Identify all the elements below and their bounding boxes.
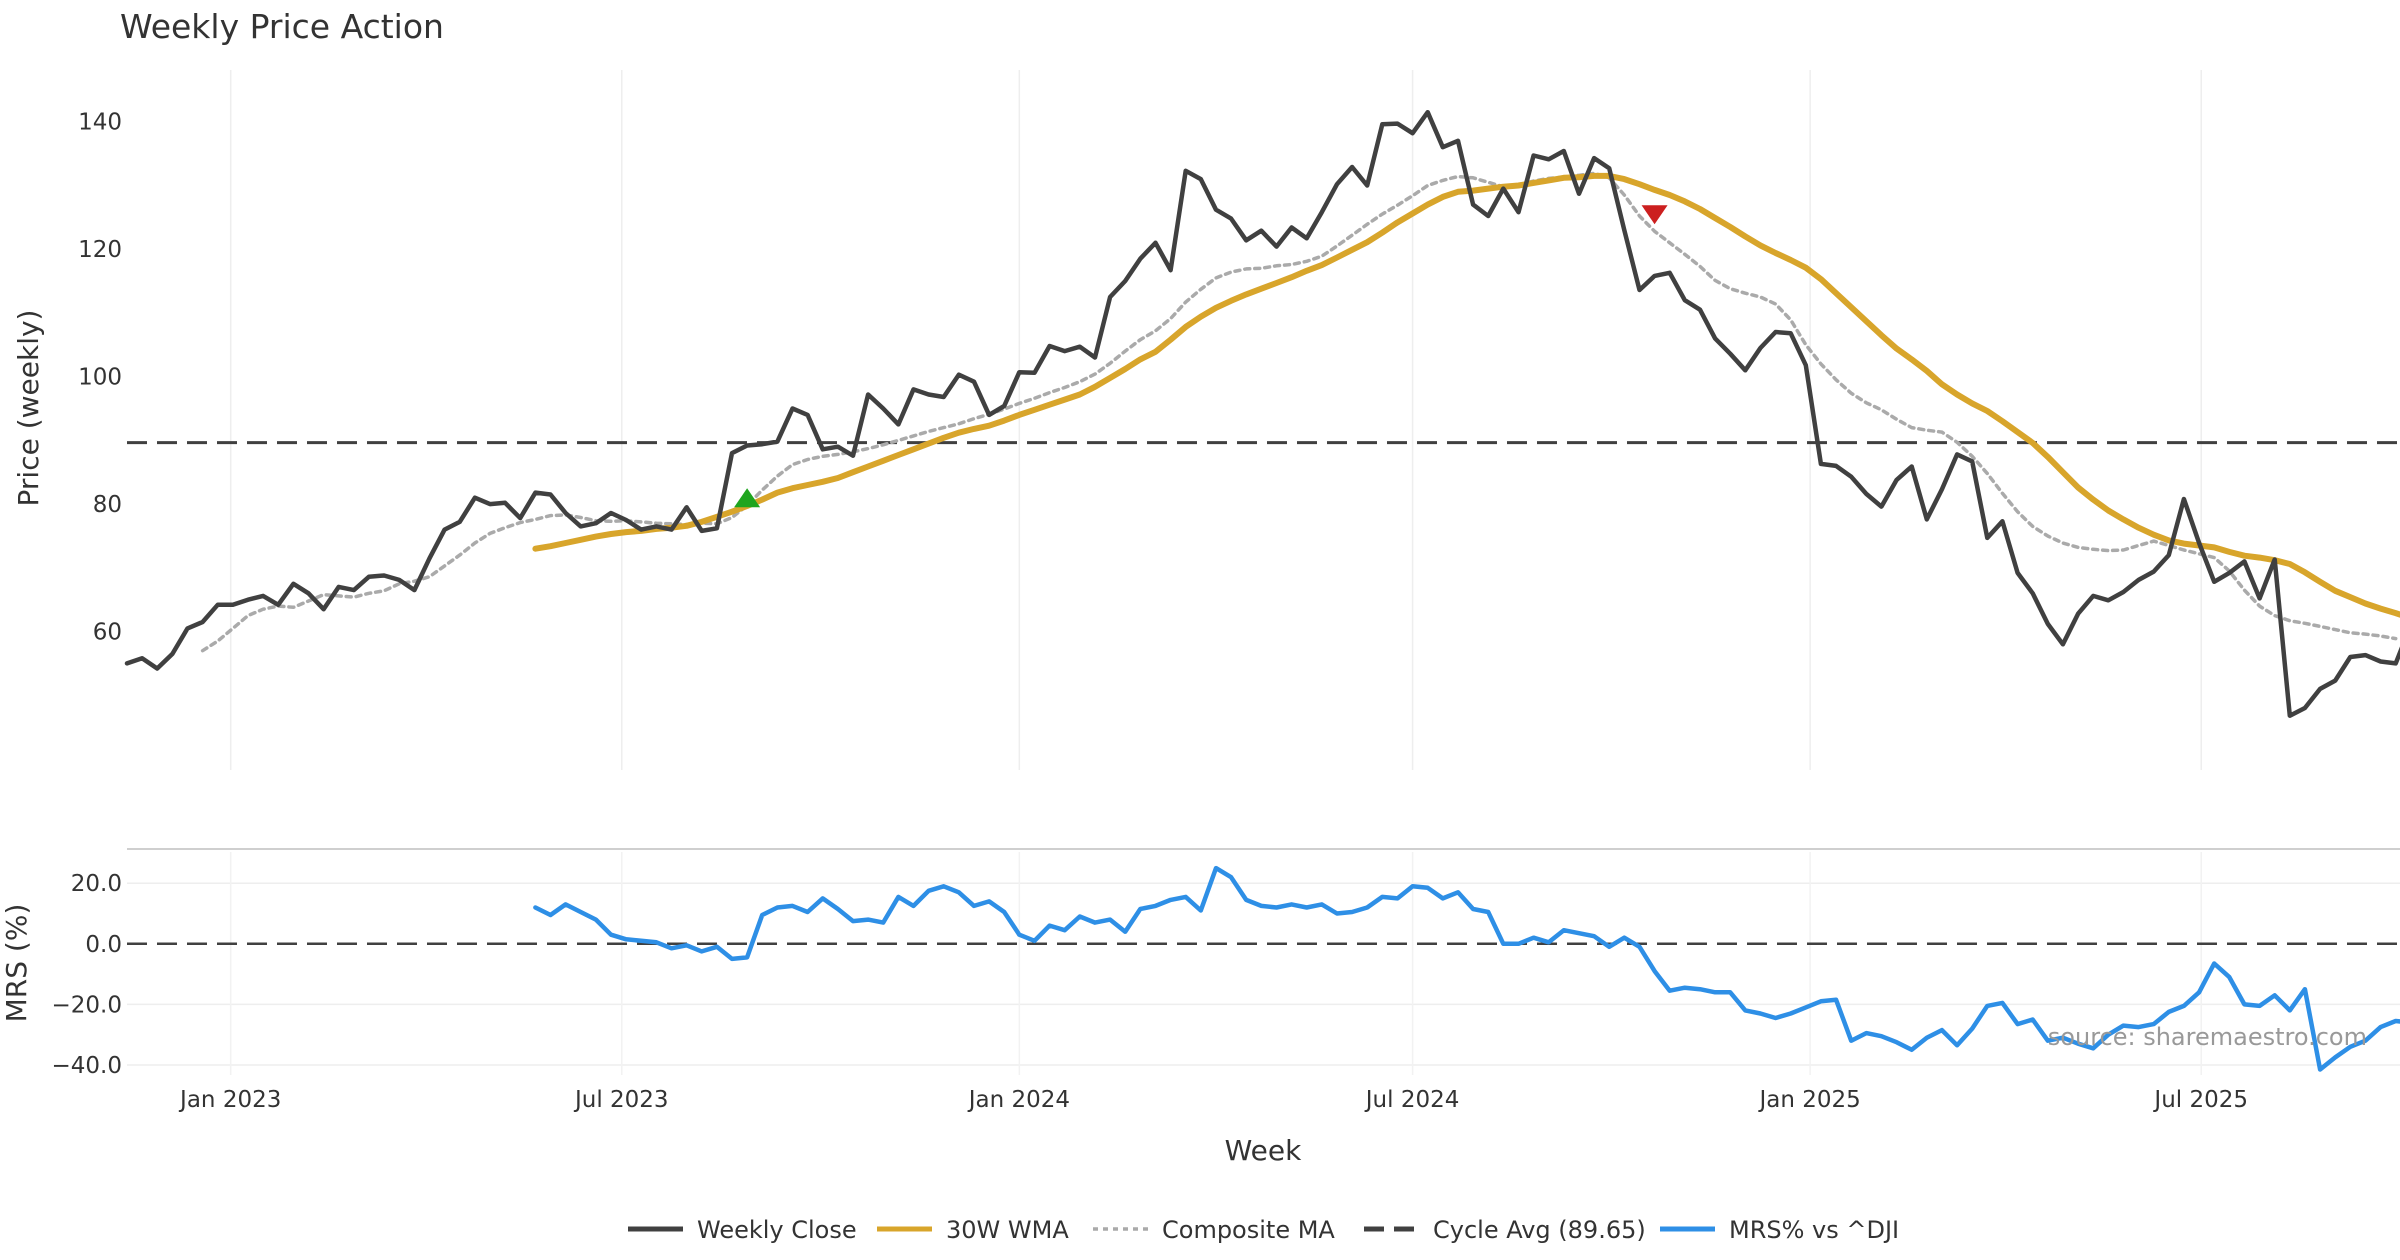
mrs-series — [533, 865, 2400, 1072]
series-weekly-close — [124, 109, 2400, 718]
chart-title: Weekly Price Action — [120, 7, 444, 46]
legend-item-composite-ma: Composite MA — [1093, 1216, 1335, 1244]
legend: Weekly Close 30W WMA Composite MA Cycle Avg… — [628, 1216, 1899, 1244]
series-30w-wma — [532, 172, 2400, 618]
series-mrs-vs-dji — [533, 865, 2400, 1072]
mrs-y-ticks: 20.0 0.0 −20.0 −40.0 — [52, 871, 122, 1079]
legend-item-cycle-avg-89-65: Cycle Avg (89.65) — [1364, 1216, 1646, 1244]
mrs-y-axis-label: MRS (%) — [0, 904, 33, 1023]
price-y-ticks: 60 80 100 120 140 — [78, 110, 122, 646]
x-tick-label-jul-2025: Jul 2025 — [2152, 1087, 2248, 1113]
x-axis-label: Week — [1225, 1134, 1302, 1167]
legend-item-weekly-close: Weekly Close — [628, 1216, 857, 1244]
price-y-tick-80: 80 — [93, 492, 122, 518]
x-axis-ticks: Jan 2023 Jul 2023 Jan 2024 Jul 2024 Jan 2025… — [178, 1087, 2248, 1113]
legend-label: Cycle Avg (89.65) — [1433, 1216, 1646, 1244]
legend-label: 30W WMA — [946, 1216, 1069, 1244]
x-tick-label-jan-2023: Jan 2023 — [178, 1087, 281, 1113]
mrs-y-tick-2: −20.0 — [52, 992, 122, 1018]
legend-label: Composite MA — [1162, 1216, 1335, 1244]
legend-item-30w-wma: 30W WMA — [877, 1216, 1069, 1244]
x-tick-label-jul-2023: Jul 2023 — [573, 1087, 669, 1113]
signal-markers — [734, 205, 1668, 508]
mrs-y-tick-3: −40.0 — [52, 1053, 122, 1079]
price-series — [124, 109, 2400, 718]
sell-triangle-marker — [1641, 205, 1668, 225]
price-y-axis-label: Price (weekly) — [12, 310, 45, 507]
legend-label: Weekly Close — [697, 1216, 857, 1244]
legend-label: MRS% vs ^DJI — [1729, 1216, 1899, 1244]
price-y-tick-140: 140 — [78, 110, 122, 136]
x-tick-label-jan-2024: Jan 2024 — [967, 1087, 1070, 1113]
price-gridlines — [229, 70, 2202, 770]
series-composite-ma — [200, 171, 2398, 653]
mrs-panel: 20.0 0.0 −20.0 −40.0 — [52, 848, 2400, 1079]
buy-triangle-marker — [734, 488, 761, 508]
x-tick-label-jul-2024: Jul 2024 — [1364, 1087, 1460, 1113]
legend-item-mrs-vs-dji: MRS% vs ^DJI — [1660, 1216, 1899, 1244]
price-y-tick-60: 60 — [93, 620, 122, 646]
price-panel: 60 80 100 120 140 — [78, 70, 2400, 770]
x-tick-label-jan-2025: Jan 2025 — [1757, 1087, 1860, 1113]
source-note: source: sharemaestro.com — [2048, 1023, 2367, 1051]
mrs-gridlines — [127, 852, 2400, 1075]
mrs-y-tick-0: 20.0 — [71, 871, 122, 897]
price-y-tick-100: 100 — [78, 365, 122, 391]
price-y-tick-120: 120 — [78, 237, 122, 263]
mrs-y-tick-1: 0.0 — [85, 932, 122, 958]
